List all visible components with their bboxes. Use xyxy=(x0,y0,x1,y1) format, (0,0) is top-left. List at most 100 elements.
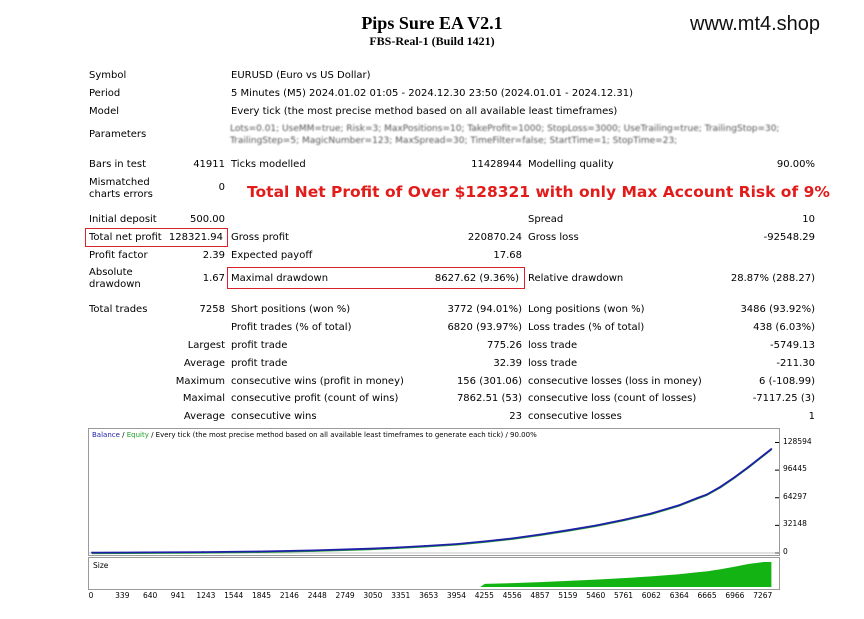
expected-payoff-value: 17.68 xyxy=(493,250,522,261)
x-tick-label: 1845 xyxy=(251,591,272,600)
balance-point xyxy=(312,549,315,552)
balance-point xyxy=(650,512,653,515)
max-drawdown-value: 8627.62 (9.36%) xyxy=(434,273,519,284)
largest-label: Largest xyxy=(187,340,225,351)
max-drawdown-highlight xyxy=(227,267,525,289)
x-tick-label: 3050 xyxy=(363,591,383,600)
x-tick-label: 4255 xyxy=(474,591,494,600)
report-subtitle: FBS-Real-1 (Build 1421) xyxy=(369,34,495,48)
average-label: Average xyxy=(183,358,225,369)
x-tick-label: 2448 xyxy=(307,591,327,600)
long-positions-label: Long positions (won %) xyxy=(528,304,645,315)
max-consecutive-losses-value: 6 (-108.99) xyxy=(759,376,815,387)
x-tick-label: 2749 xyxy=(335,591,355,600)
y-tick-label: 96445 xyxy=(783,464,807,474)
balance-point xyxy=(423,545,426,547)
net-profit-highlight xyxy=(85,228,228,247)
average-profit-trade-label: profit trade xyxy=(231,358,288,369)
quality-value: 90.00% xyxy=(776,159,815,170)
legend-separator: / xyxy=(119,431,127,439)
parameters-line-2: TrailingStep=5; MagicNumber=123; MaxSpre… xyxy=(230,136,678,146)
average-profit-trade-value: 32.39 xyxy=(493,358,522,369)
parameters-line-1: Lots=0.01; UseMM=true; Risk=3; MaxPositi… xyxy=(230,124,780,134)
max-drawdown-label: Maximal drawdown xyxy=(231,273,329,284)
maximum-label: Maximum xyxy=(175,376,225,387)
balance-point xyxy=(511,537,514,540)
x-tick-label: 1544 xyxy=(224,591,244,600)
relative-drawdown-value: 28.87% (288.27) xyxy=(730,273,815,284)
maximal-consecutive-profit-label: consecutive profit (count of wins) xyxy=(231,393,399,404)
max-consecutive-wins-value: 156 (301.06) xyxy=(456,376,522,387)
maximal-consecutive-loss-label: consecutive loss (count of losses) xyxy=(528,393,697,404)
balance-point xyxy=(567,529,569,532)
expected-payoff-label: Expected payoff xyxy=(231,250,313,261)
deposit-value: 500.00 xyxy=(190,214,225,225)
profit-factor-label: Profit factor xyxy=(89,250,148,261)
absolute-drawdown-value: 1.67 xyxy=(202,273,225,284)
balance-point xyxy=(257,550,260,553)
average-consecutive-losses-value: 1 xyxy=(808,411,815,422)
y-tick-label: 0 xyxy=(783,547,788,556)
largest-loss-trade-label: loss trade xyxy=(528,340,578,351)
maximal-consecutive-loss-value: -7117.25 (3) xyxy=(752,393,815,404)
mismatch-value: 0 xyxy=(218,182,225,193)
balance-point xyxy=(770,448,773,450)
balance-point xyxy=(719,485,722,488)
average-consecutive-wins-label: consecutive wins xyxy=(231,411,317,422)
total-trades-label: Total trades xyxy=(89,304,148,315)
max-consecutive-losses-label: consecutive losses (loss in money) xyxy=(528,376,702,387)
average-loss-trade-value: -211.30 xyxy=(776,358,815,369)
balance-point xyxy=(733,476,736,479)
net-profit-label: Total net profit xyxy=(89,232,162,243)
x-tick-label: 6966 xyxy=(725,591,745,600)
x-tick-label: 5460 xyxy=(586,591,606,600)
balance-point xyxy=(539,533,542,536)
site-watermark: www.mt4.shop xyxy=(690,13,821,35)
x-tick-label: 941 xyxy=(170,591,186,600)
gross-profit-value: 220870.24 xyxy=(467,232,522,243)
legend-description: / Every tick (the most precise method ba… xyxy=(148,431,537,439)
profit-trades-label: Profit trades (% of total) xyxy=(231,322,352,333)
x-tick-label: 6062 xyxy=(641,591,661,600)
long-positions-value: 3486 (93.92%) xyxy=(740,304,815,315)
balance-point xyxy=(696,497,699,499)
balance-point xyxy=(202,551,204,553)
balance-point xyxy=(146,551,149,554)
x-tick-label: 3653 xyxy=(419,591,439,600)
balance-point xyxy=(368,547,371,550)
period-value: 5 Minutes (M5) 2024.01.02 01:05 - 2024.1… xyxy=(231,88,633,99)
average-loss-trade-label: loss trade xyxy=(528,358,578,369)
bars-label: Bars in test xyxy=(89,159,146,170)
gross-loss-label: Gross loss xyxy=(528,232,579,243)
balance-point xyxy=(678,504,680,507)
profit-factor-value: 2.39 xyxy=(202,250,225,261)
size-panel: Size xyxy=(88,557,780,590)
gross-loss-value: -92548.29 xyxy=(763,232,815,243)
x-tick-label: 6364 xyxy=(669,591,689,600)
quality-label: Modelling quality xyxy=(528,159,614,170)
legend-balance: Balance xyxy=(92,431,120,439)
x-tick-label: 4857 xyxy=(530,591,550,600)
short-positions-value: 3772 (94.01%) xyxy=(447,304,522,315)
y-tick-label: 32148 xyxy=(783,519,807,529)
loss-trades-value: 438 (6.03%) xyxy=(753,322,815,333)
report-title: Pips Sure EA V2.1 xyxy=(361,13,503,33)
balance-point xyxy=(594,524,597,527)
x-tick-label: 0 xyxy=(88,591,94,600)
absolute-drawdown-label-1: Absolute xyxy=(89,267,133,278)
balance-point xyxy=(762,454,765,456)
average-consecutive-label: Average xyxy=(183,411,225,422)
size-label: Size xyxy=(93,561,109,570)
bars-value: 41911 xyxy=(193,159,225,170)
loss-trades-label: Loss trades (% of total) xyxy=(528,322,645,333)
balance-point xyxy=(396,546,398,549)
model-label: Model xyxy=(89,106,120,117)
average-consecutive-losses-label: consecutive losses xyxy=(528,411,622,422)
x-tick-label: 640 xyxy=(142,591,158,600)
net-profit-value: 128321.94 xyxy=(168,232,223,243)
balance-point xyxy=(483,540,486,543)
symbol-label: Symbol xyxy=(89,70,127,81)
equity-line xyxy=(91,449,772,555)
x-tick-label: 339 xyxy=(115,591,130,600)
y-tick-label: 64297 xyxy=(783,491,807,501)
